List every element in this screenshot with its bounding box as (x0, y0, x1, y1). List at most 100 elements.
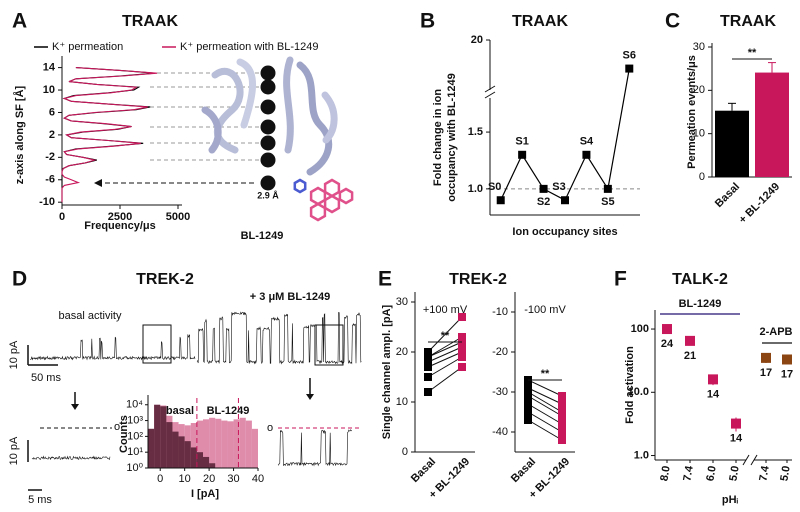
y-axis-label: Single channel ampl. [pA] (381, 304, 393, 439)
x-axis-label: I [pA] (191, 488, 219, 500)
histogram-bar (209, 417, 216, 468)
n-label: 21 (684, 350, 696, 362)
x-tick-label: 2500 (108, 211, 132, 223)
site-label: S1 (261, 81, 274, 93)
n-label: 17 (781, 368, 793, 380)
treatment-label: + 3 μM BL-1249 (250, 291, 330, 303)
y-tick-label: 1.5 (468, 126, 483, 138)
pair-line (427, 356, 463, 378)
data-point (685, 335, 695, 346)
group-label: 2-APB (759, 326, 792, 338)
y-tick-label: 10 (396, 396, 408, 408)
data-point (518, 150, 527, 159)
current-trace (29, 334, 196, 361)
arrow-head (306, 394, 314, 400)
group-label: BL-1249 (679, 298, 722, 310)
ion (260, 119, 276, 135)
histogram-bar (239, 417, 246, 468)
histogram-bar (203, 456, 210, 468)
pair-line (427, 316, 463, 353)
data-point (731, 418, 741, 429)
series-label: basal (166, 405, 194, 417)
point-label: S1 (515, 136, 528, 148)
protein-ribbon (321, 91, 338, 144)
y-axis-label: Fold activation (624, 346, 636, 424)
pair-line (527, 403, 563, 425)
legend-label: K⁺ permeation (52, 41, 123, 53)
current-trace (277, 429, 352, 467)
pair-line (527, 391, 563, 413)
x-tick-label: 10 (179, 473, 191, 485)
data-point (496, 196, 505, 205)
y-tick-label: 10 (693, 128, 705, 140)
series-label: BL-1249 (207, 405, 250, 417)
pair-line (527, 387, 563, 405)
data-point (424, 348, 432, 356)
data-point (524, 392, 532, 400)
y-axis-label: Permeation events/μs (686, 55, 698, 169)
density-line (61, 67, 158, 203)
current-trace (196, 311, 362, 365)
panel-letter: D (12, 268, 27, 291)
protein-ribbon (296, 61, 333, 176)
axis-break (742, 454, 750, 466)
data-point (761, 352, 771, 363)
panel-title: TREK-2 (449, 271, 507, 288)
data-point (458, 363, 466, 371)
data-point (524, 408, 532, 416)
y-tick-label: 1.0 (634, 449, 649, 461)
scale-label: 50 ms (31, 372, 61, 384)
x-tick-label: 5.0 (778, 465, 792, 482)
axis-break (750, 454, 758, 466)
x-axis-label: Frequency/μs (84, 220, 156, 232)
site-label: S2 (261, 101, 274, 113)
data-point (558, 436, 566, 444)
x-tick-label: 40 (252, 473, 264, 485)
data-point (558, 400, 566, 408)
y-tick-label: -6 (45, 174, 55, 186)
ion (260, 152, 276, 168)
y-tick-label: 10⁰ (126, 462, 143, 474)
scale-label: 5 ms (28, 494, 52, 506)
data-point (424, 373, 432, 381)
axis-break (484, 85, 496, 93)
y-tick-label: 20 (396, 346, 408, 358)
pair-line (427, 336, 463, 358)
histogram-bar (203, 419, 210, 468)
pair-line (527, 395, 563, 417)
point-label: S3 (552, 181, 565, 193)
data-point (558, 428, 566, 436)
histogram-bar (209, 463, 216, 468)
n-label: 14 (730, 432, 743, 444)
data-point (458, 343, 466, 351)
y-axis-label: Fold change in ion (432, 89, 444, 186)
x-tick-label: 30 (227, 473, 239, 485)
molecule-ring (293, 178, 307, 194)
histogram-bar (227, 421, 234, 468)
histogram-bar (172, 431, 179, 468)
histogram-bar (154, 404, 161, 468)
y-tick-label: 10¹ (127, 446, 143, 458)
open-state-label: o (114, 421, 120, 433)
n-label: 24 (661, 338, 674, 350)
y-tick-label: 10⁴ (126, 399, 143, 411)
bar (755, 72, 789, 177)
y-tick-label: -20 (492, 346, 508, 358)
condition-label: basal activity (59, 310, 122, 322)
data-point (582, 150, 591, 159)
panel-title: TRAAK (512, 13, 568, 30)
x-tick-label: 7.4 (681, 464, 696, 482)
protein-ribbon (236, 58, 257, 129)
x-tick-label: 7.4 (757, 464, 772, 482)
y-tick-label: 1.0 (468, 183, 483, 195)
pair-line (427, 346, 463, 363)
y-tick-label: 10² (127, 430, 143, 442)
histogram-bar (184, 441, 191, 468)
site-label: S3 (261, 121, 274, 133)
y-tick-label: 0 (699, 171, 705, 183)
histogram-bar (190, 447, 197, 468)
y-tick-label: -40 (492, 426, 508, 438)
data-point (603, 184, 612, 193)
ion (260, 135, 276, 151)
